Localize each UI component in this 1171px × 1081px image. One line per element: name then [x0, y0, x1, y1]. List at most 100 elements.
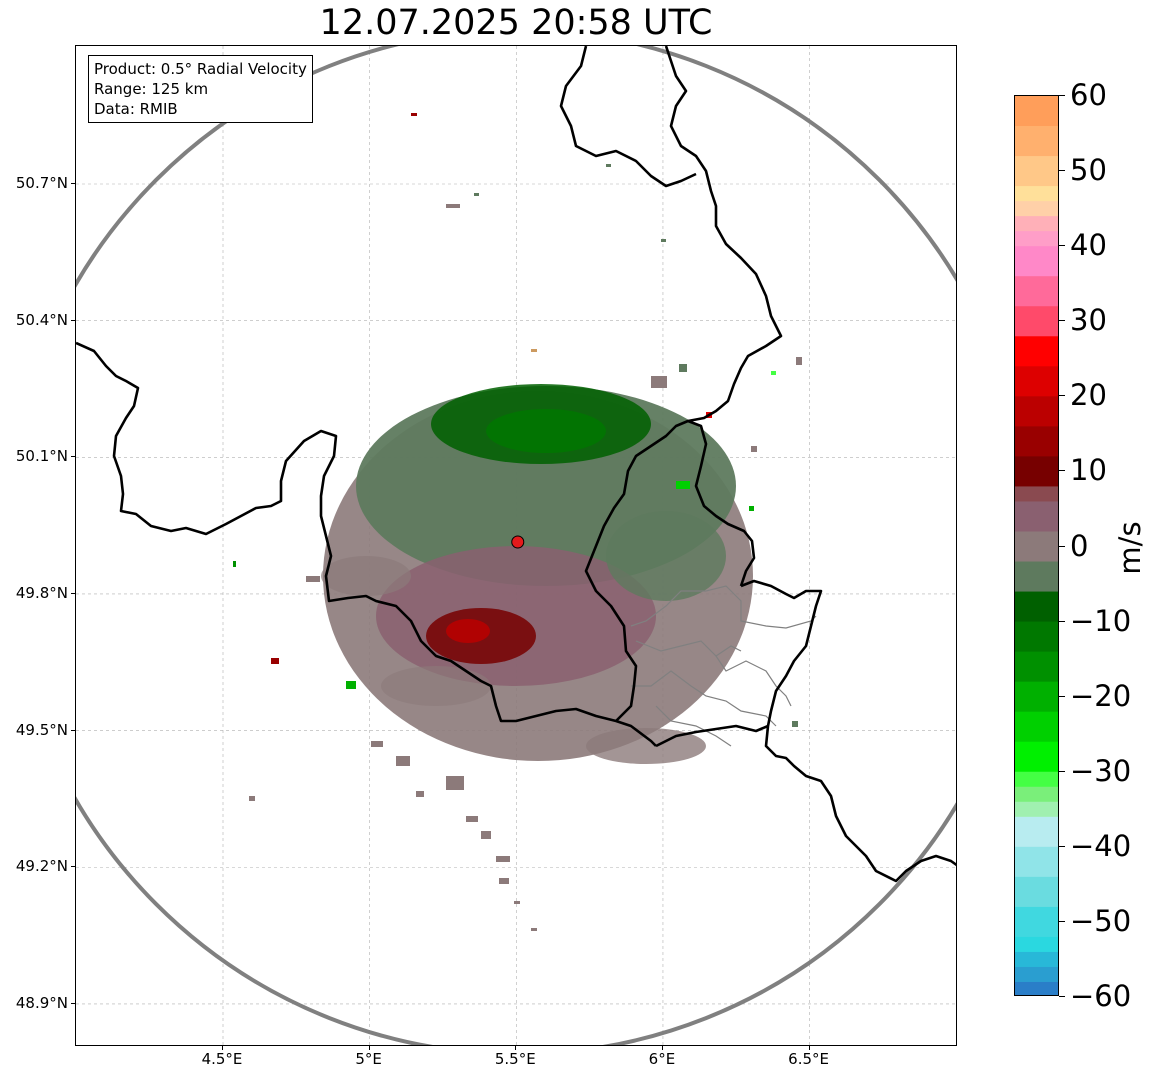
colorbar-tick-mark — [1059, 545, 1065, 547]
data-source-label: Data: RMIB — [94, 100, 178, 118]
colorbar-swatch — [1015, 231, 1058, 247]
admin-boundary-line — [630, 585, 817, 629]
colorbar-swatch — [1015, 681, 1058, 713]
colorbar-swatch — [1015, 201, 1058, 217]
colorbar-tick-label: −60 — [1070, 979, 1132, 1013]
lon-tick-mark — [808, 1046, 810, 1050]
echo-west-spur — [321, 556, 411, 596]
colorbar-tick-label: −30 — [1070, 753, 1132, 788]
lat-tick-mark — [71, 183, 75, 184]
echo-speck — [531, 349, 537, 352]
echo-speck — [792, 721, 798, 727]
echo-speck — [371, 741, 383, 747]
lon-tick-label: 6°E — [648, 1050, 676, 1068]
colorbar-swatch — [1015, 531, 1058, 563]
lon-tick-label: 5°E — [355, 1050, 382, 1068]
colorbar-tick-label: 0 — [1070, 528, 1089, 563]
border-france-lux-south — [655, 724, 769, 748]
echo-speck — [446, 776, 464, 790]
border-luxembourg-france-germany — [740, 579, 956, 883]
lon-tick-label: 6.5°E — [788, 1050, 830, 1068]
echo-speck — [651, 376, 667, 388]
colorbar-swatch — [1015, 966, 1058, 983]
lat-tick-mark — [71, 592, 75, 594]
echo-speck — [411, 113, 417, 116]
colorbar-swatch — [1015, 276, 1058, 307]
colorbar-swatch — [1015, 906, 1058, 938]
admin-boundaries — [630, 585, 817, 747]
echo-speck — [346, 681, 356, 689]
echo-inbound-core — [446, 619, 490, 643]
radar-site-marker — [511, 535, 525, 549]
echo-speck — [466, 816, 478, 822]
colorbar-swatch — [1015, 96, 1058, 127]
echo-speck — [679, 364, 687, 372]
colorbar-swatch — [1015, 876, 1058, 908]
echo-speck — [606, 164, 611, 167]
colorbar-swatch — [1015, 396, 1058, 427]
lon-tick-mark — [222, 1046, 223, 1050]
border-belgium-france-west — [76, 341, 657, 747]
lat-tick-label: 49.5°N — [15, 720, 68, 739]
range-label: Range: 125 km — [94, 80, 209, 98]
national-borders — [76, 46, 956, 883]
colorbar-tick-label: 60 — [1070, 78, 1107, 112]
admin-boundary-line — [631, 670, 777, 727]
echo-speck — [446, 204, 460, 208]
radar-echo-field — [233, 113, 802, 931]
colorbar-swatch — [1015, 591, 1058, 623]
lon-tick-mark — [515, 1046, 517, 1050]
echo-speck — [496, 856, 510, 862]
admin-boundary-line — [635, 640, 742, 657]
colorbar-tick-label: 50 — [1070, 153, 1107, 188]
colorbar-tick-mark — [1059, 845, 1065, 847]
lon-tick-label: 4.5°E — [201, 1050, 243, 1068]
colorbar-tick-mark — [1059, 770, 1065, 772]
velocity-colorbar — [1014, 95, 1059, 996]
colorbar-swatch — [1015, 801, 1058, 818]
colorbar-tick-mark — [1059, 695, 1065, 697]
colorbar-tick-label: −50 — [1070, 903, 1132, 938]
colorbar-swatch — [1015, 936, 1058, 953]
colorbar-tick-label: 30 — [1070, 303, 1107, 338]
colorbar-tick-label: 10 — [1070, 453, 1107, 488]
colorbar-tick-label: −10 — [1070, 603, 1132, 638]
echo-east-lobe — [606, 511, 726, 601]
colorbar-tick-mark — [1059, 620, 1065, 622]
colorbar-tick-mark — [1059, 170, 1065, 172]
border-belgium-luxembourg — [584, 419, 756, 722]
colorbar-swatch — [1015, 426, 1058, 457]
colorbar-swatch — [1015, 216, 1058, 232]
colorbar-swatch — [1015, 741, 1058, 773]
lat-tick-mark — [71, 456, 75, 458]
echo-speck — [249, 796, 255, 801]
echo-speck — [531, 928, 537, 931]
colorbar-swatch — [1015, 306, 1058, 337]
border-germany-east — [559, 46, 697, 188]
lat-tick-label: 49.2°N — [15, 857, 68, 876]
product-info-box: Product: 0.5° Radial Velocity Range: 125… — [88, 55, 313, 123]
echo-speck — [499, 878, 509, 884]
colorbar-tick-label: 40 — [1070, 228, 1107, 263]
lat-tick-mark — [71, 729, 75, 731]
border-belgium-germany — [664, 46, 783, 423]
echo-outbound-core — [486, 409, 606, 453]
echo-speck — [771, 371, 776, 375]
colorbar-swatch — [1015, 786, 1058, 803]
echo-speck — [514, 901, 520, 904]
lat-tick-label: 49.8°N — [15, 583, 68, 602]
echo-speck — [751, 446, 757, 452]
colorbar-swatch — [1015, 711, 1058, 743]
lat-tick-label: 50.1°N — [15, 447, 68, 466]
admin-boundary-line — [715, 655, 792, 707]
echo-speck — [396, 756, 410, 766]
colorbar-swatch — [1015, 486, 1058, 502]
lat-tick-mark — [71, 319, 75, 321]
colorbar-swatch — [1015, 561, 1058, 593]
colorbar-swatch — [1015, 621, 1058, 653]
colorbar-tick-mark — [1059, 245, 1065, 247]
colorbar-tick-mark — [1059, 996, 1065, 997]
colorbar-tick-mark — [1059, 320, 1065, 322]
lat-tick-label: 50.7°N — [15, 174, 68, 192]
colorbar-swatch — [1015, 846, 1058, 878]
